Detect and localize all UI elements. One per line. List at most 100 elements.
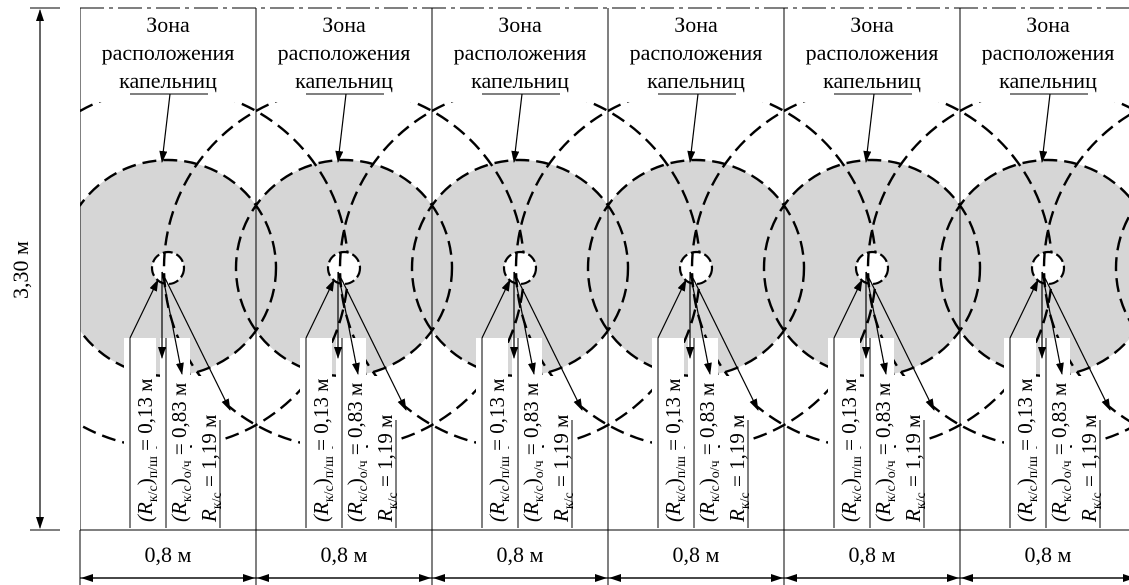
label-background — [896, 376, 926, 528]
width-label: 0,8 м — [1025, 542, 1072, 567]
width-label: 0,8 м — [673, 542, 720, 567]
width-dimensions: 0,8 м 0,8 м 0,8 м 0,8 м 0,8 м 0,8 м — [79, 530, 1129, 585]
zone-title-line3: капельниц — [647, 68, 745, 93]
zone-title-line3: капельниц — [823, 68, 921, 93]
label-background — [544, 376, 574, 528]
zones-area: Зона расположения капельниц (Rк/с)п/ш = 0,1… — [80, 7, 1129, 531]
radius-arrow-inner — [657, 279, 687, 339]
label-background — [1072, 376, 1102, 528]
radius-label-inner: (Rк/с)п/ш = 0,13 м — [661, 378, 689, 522]
zone-title-line1: Зона — [850, 12, 894, 37]
zone-pointer-arrow — [511, 93, 523, 163]
radius-label-inner: (Rк/с)п/ш = 0,13 м — [133, 378, 161, 522]
radius-label-inner: (Rк/с)п/ш = 0,13 м — [309, 378, 337, 522]
label-background — [1004, 338, 1036, 528]
radius-arrow-wetted-b — [689, 271, 712, 375]
radius-arrow-outer — [1041, 271, 1111, 411]
label-background — [336, 338, 366, 528]
zone-pointer-arrow — [687, 93, 699, 163]
width-label: 0,8 м — [321, 542, 368, 567]
radius-label-wetted: (Rк/с)о/ч = 0,83 м — [167, 383, 195, 522]
radius-arrow-wetted-b — [1041, 271, 1064, 375]
label-background — [720, 376, 750, 528]
dripper-circle — [678, 250, 714, 286]
radius-arrow-inner — [481, 279, 511, 339]
radius-label-wetted: (Rк/с)о/ч = 0,83 м — [343, 383, 371, 522]
title-background — [436, 10, 604, 102]
zone-title-line3: капельниц — [295, 68, 393, 93]
radius-label-inner: (Rк/с)п/ш = 0,13 м — [837, 378, 865, 522]
width-label: 0,8 м — [497, 542, 544, 567]
zone-pointer-arrow — [335, 93, 347, 163]
radius-label-wetted: (Rк/с)о/ч = 0,83 м — [1047, 383, 1075, 522]
radius-arrow-wetted-b — [513, 271, 536, 375]
radius-arrow-wetted-b — [161, 271, 184, 375]
zone-title-line2: расположения — [982, 40, 1115, 65]
zone-title-line2: расположения — [630, 40, 763, 65]
radius-arrow-inner — [1009, 279, 1039, 339]
radius-arrow-inner — [833, 279, 863, 339]
zone-title-line3: капельниц — [471, 68, 569, 93]
label-background — [124, 338, 156, 528]
zone-title-line1: Зона — [498, 12, 542, 37]
radius-arrow-wetted-b — [865, 271, 888, 375]
zone-pointer-arrow — [863, 93, 875, 163]
label-background — [828, 338, 860, 528]
label-background — [476, 338, 508, 528]
label-background — [192, 376, 222, 528]
radius-arrow-outer — [689, 271, 759, 411]
zone-column: Зона расположения капельниц (Rк/с)п/ш = 0,1… — [436, 10, 604, 528]
zone-title-line3: капельниц — [999, 68, 1097, 93]
radius-label-outer: Rк/с = 1,19 м — [901, 415, 929, 523]
zone-column: Зона расположения капельниц (Rк/с)п/ш = 0,1… — [612, 10, 780, 528]
title-background — [612, 10, 780, 102]
zone-column: Зона расположения капельниц (Rк/с)п/ш = 0,1… — [964, 10, 1129, 528]
wetted-boundary-circle — [1114, 214, 1129, 322]
height-dimension: 3,30 м — [8, 7, 60, 531]
zone-column: Зона расположения капельниц (Rк/с)п/ш = 0,1… — [260, 10, 428, 528]
label-background — [160, 338, 190, 528]
radius-label-wetted: (Rк/с)о/ч = 0,83 м — [871, 383, 899, 522]
radius-label-outer: Rк/с = 1,19 м — [549, 415, 577, 523]
radius-label-outer: Rк/с = 1,19 м — [197, 415, 225, 523]
dripper-circle — [854, 250, 890, 286]
height-label: 3,30 м — [8, 241, 33, 299]
label-background — [652, 338, 684, 528]
radius-arrow-wetted-b — [337, 271, 360, 375]
zone-title-line3: капельниц — [119, 68, 217, 93]
radius-label-inner: (Rк/с)п/ш = 0,13 м — [1013, 378, 1041, 522]
zone-title-line2: расположения — [454, 40, 587, 65]
radius-label-outer: Rк/с = 1,19 м — [373, 415, 401, 523]
zone-column: Зона расположения капельниц (Rк/с)п/ш = 0,1… — [788, 10, 956, 528]
title-background — [964, 10, 1129, 102]
zone-title-line1: Зона — [146, 12, 190, 37]
zone-pointer-arrow — [159, 93, 171, 163]
radius-label-wetted: (Rк/с)о/ч = 0,83 м — [695, 383, 723, 522]
width-label: 0,8 м — [145, 542, 192, 567]
zone-pointer-arrow — [1039, 93, 1051, 163]
label-background — [864, 338, 894, 528]
label-background — [368, 376, 398, 528]
label-background — [688, 338, 718, 528]
title-background — [84, 10, 252, 102]
label-background — [512, 338, 542, 528]
dripper-circle — [150, 250, 186, 286]
zone-title-line1: Зона — [1026, 12, 1070, 37]
zone-column: Зона расположения капельниц (Rк/с)п/ш = 0,1… — [84, 10, 252, 528]
zone-title-line1: Зона — [674, 12, 718, 37]
radius-label-inner: (Rк/с)п/ш = 0,13 м — [485, 378, 513, 522]
width-label: 0,8 м — [849, 542, 896, 567]
radius-label-wetted: (Rк/с)о/ч = 0,83 м — [519, 383, 547, 522]
radius-arrow-inner — [129, 279, 159, 339]
radius-arrow-inner — [305, 279, 335, 339]
radius-label-outer: Rк/с = 1,19 м — [725, 415, 753, 523]
dripper-circle — [326, 250, 362, 286]
radius-arrow-outer — [337, 271, 407, 411]
zone-title-line2: расположения — [278, 40, 411, 65]
radius-arrow-outer — [161, 271, 231, 411]
zone-title-line2: расположения — [102, 40, 235, 65]
title-background — [260, 10, 428, 102]
dripper-circle — [502, 250, 538, 286]
zone-title-line1: Зона — [322, 12, 366, 37]
